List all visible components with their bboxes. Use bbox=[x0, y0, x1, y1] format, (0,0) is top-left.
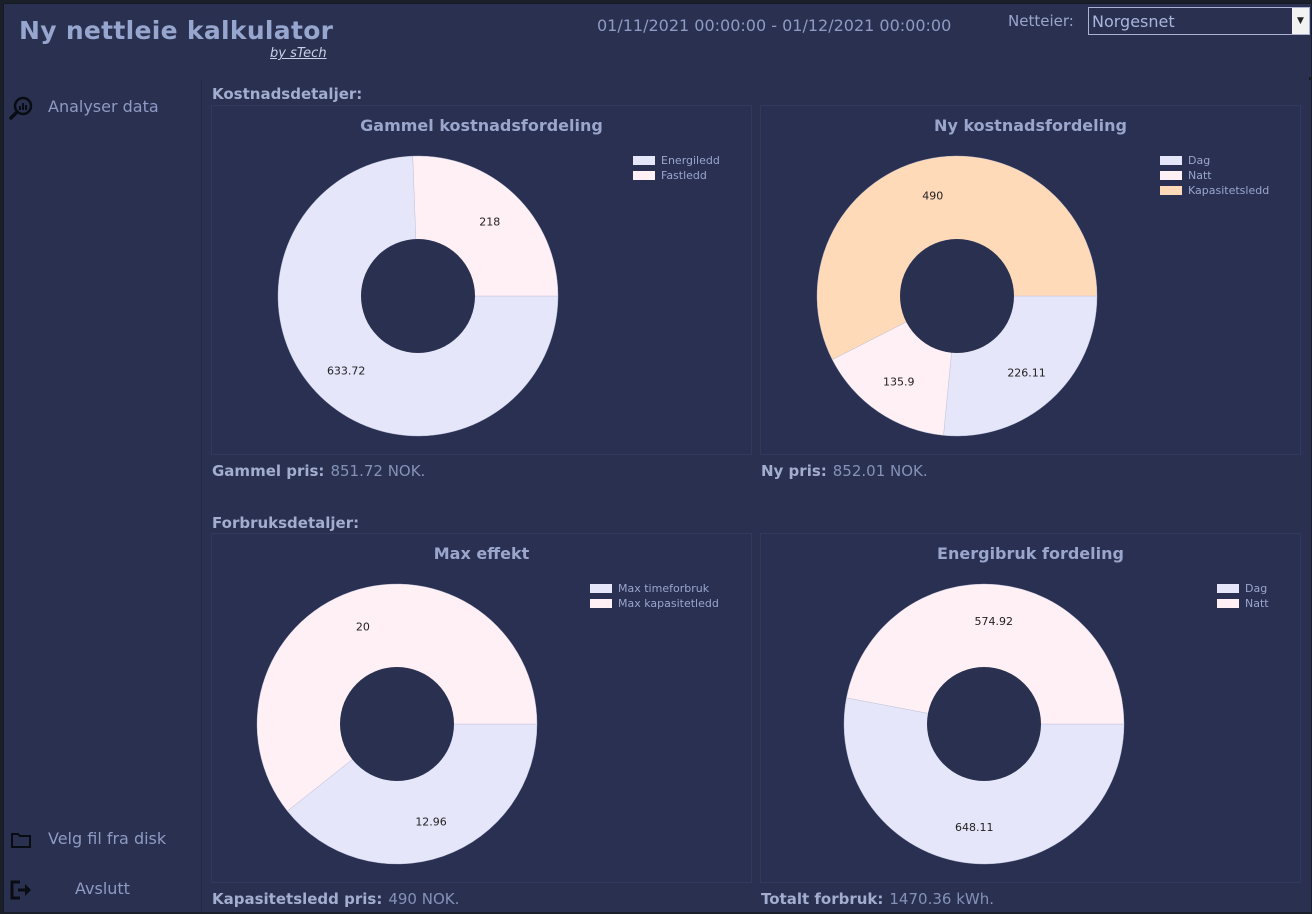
data-label: 218 bbox=[479, 215, 500, 228]
data-label: 490 bbox=[922, 189, 943, 202]
legend-swatch bbox=[590, 599, 612, 608]
app-window: Ny nettleie kalkulator by sTech 01/11/20… bbox=[3, 3, 1311, 912]
donut-hole bbox=[900, 239, 1014, 353]
exit-icon bbox=[10, 880, 31, 900]
legend-label: Natt bbox=[1245, 597, 1269, 610]
legend-swatch bbox=[1160, 171, 1182, 180]
chart-title: Ny kostnadsfordeling bbox=[934, 116, 1127, 135]
data-label: 20 bbox=[356, 620, 370, 633]
legend-item: Max timeforbruk bbox=[590, 581, 719, 596]
legend-swatch bbox=[633, 156, 655, 165]
data-label: 648.11 bbox=[955, 821, 994, 834]
legend-item: Natt bbox=[1160, 168, 1269, 183]
legend-item: Natt bbox=[1217, 596, 1269, 611]
donut-chart-new-cost: 226.11 135.9 490 bbox=[816, 155, 1098, 437]
new-price-summary: Ny pris: 852.01 NOK. bbox=[761, 462, 928, 484]
total-usage-label: Totalt forbruk: bbox=[761, 890, 884, 908]
date-range: 01/11/2021 00:00:00 - 01/12/2021 00:00:0… bbox=[597, 16, 952, 35]
legend-swatch bbox=[633, 171, 655, 180]
chart-title: Max effekt bbox=[433, 544, 530, 563]
sidebar-item-label: Velg fil fra disk bbox=[48, 829, 167, 848]
legend-swatch bbox=[1217, 584, 1239, 593]
capacity-price-summary: Kapasitetsledd pris: 490 NOK. bbox=[212, 890, 459, 912]
legend-swatch bbox=[1160, 156, 1182, 165]
netteier-selected-value: Norgesnet bbox=[1092, 12, 1175, 31]
donut-chart-energibruk: 648.11 574.92 bbox=[843, 583, 1125, 865]
section-title-usage: Forbruksdetaljer: bbox=[212, 514, 360, 532]
legend-label: Energiledd bbox=[661, 154, 720, 167]
chart-title: Energibruk fordeling bbox=[937, 544, 1124, 563]
pie-slice-max-timeforbruk bbox=[287, 723, 538, 865]
legend-swatch bbox=[1217, 599, 1239, 608]
data-label: 12.96 bbox=[415, 816, 447, 829]
donut-hole bbox=[361, 239, 475, 353]
legend-label: Max kapasitetledd bbox=[618, 597, 719, 610]
legend-item: Fastledd bbox=[633, 168, 720, 183]
capacity-price-value: 490 NOK. bbox=[388, 890, 460, 908]
sidebar-item-velg-fil[interactable]: Velg fil fra disk bbox=[4, 822, 202, 856]
data-label: 574.92 bbox=[974, 615, 1013, 628]
sidebar-item-label: Analyser data bbox=[48, 97, 159, 116]
old-price-value: 851.72 NOK. bbox=[330, 462, 426, 480]
dropdown-arrow-icon[interactable]: ▼ bbox=[1292, 8, 1309, 34]
legend-label: Max timeforbruk bbox=[618, 582, 710, 595]
panel-energibruk: Energibruk fordeling Dag Natt 648.11 574.9… bbox=[760, 533, 1301, 883]
capacity-price-label: Kapasitetsledd pris: bbox=[212, 890, 383, 908]
donut-hole bbox=[927, 667, 1041, 781]
legend-label: Dag bbox=[1188, 154, 1211, 167]
old-price-label: Gammel pris: bbox=[212, 462, 325, 480]
legend-item: Max kapasitetledd bbox=[590, 596, 719, 611]
chart-legend: Dag Natt Kapasitetsledd bbox=[1160, 153, 1269, 198]
app-title: Ny nettleie kalkulator bbox=[19, 16, 334, 45]
legend-label: Fastledd bbox=[661, 169, 707, 182]
donut-chart-old-cost: 633.72 218 bbox=[277, 155, 559, 437]
sidebar: Analyser data Velg fil fra disk Avslutt bbox=[4, 80, 202, 912]
legend-item: Energiledd bbox=[633, 153, 720, 168]
panel-max-effekt: Max effekt Max timeforbruk Max kapasitetl… bbox=[211, 533, 752, 883]
legend-label: Dag bbox=[1245, 582, 1268, 595]
chart-title: Gammel kostnadsfordeling bbox=[360, 116, 603, 135]
donut-chart-max-effekt: 12.96 20 bbox=[256, 583, 538, 865]
sidebar-item-avslutt[interactable]: Avslutt bbox=[4, 872, 202, 906]
legend-label: Kapasitetsledd bbox=[1188, 184, 1270, 197]
chart-magnifier-icon bbox=[9, 96, 33, 120]
netteier-select[interactable]: Norgesnet ▼ bbox=[1088, 7, 1310, 35]
donut-hole bbox=[340, 667, 454, 781]
folder-icon bbox=[11, 833, 31, 848]
legend-swatch bbox=[1160, 186, 1182, 195]
chart-legend: Dag Natt bbox=[1217, 581, 1269, 611]
legend-item: Dag bbox=[1160, 153, 1269, 168]
sidebar-item-label: Avslutt bbox=[75, 879, 130, 898]
subtitle-link[interactable]: by sTech bbox=[270, 46, 327, 61]
pie-slice-natt bbox=[846, 583, 1125, 725]
total-usage-summary: Totalt forbruk: 1470.36 kWh. bbox=[761, 890, 994, 912]
new-price-value: 852.01 NOK. bbox=[832, 462, 928, 480]
chart-legend: Max timeforbruk Max kapasitetledd bbox=[590, 581, 719, 611]
legend-label: Natt bbox=[1188, 169, 1212, 182]
data-label: 226.11 bbox=[1007, 367, 1046, 380]
section-title-cost: Kostnadsdetaljer: bbox=[212, 85, 363, 103]
data-label: 135.9 bbox=[883, 376, 915, 389]
legend-swatch bbox=[590, 584, 612, 593]
legend-item: Dag bbox=[1217, 581, 1269, 596]
main-content: Kostnadsdetaljer: Gammel kostnadsfordeli… bbox=[202, 80, 1311, 912]
legend-item: Kapasitetsledd bbox=[1160, 183, 1269, 198]
panel-new-cost: Ny kostnadsfordeling Dag Natt Kapasitetsle… bbox=[760, 105, 1301, 455]
data-label: 633.72 bbox=[327, 365, 366, 378]
total-usage-value: 1470.36 kWh. bbox=[889, 890, 994, 908]
old-price-summary: Gammel pris: 851.72 NOK. bbox=[212, 462, 425, 484]
header: Ny nettleie kalkulator by sTech 01/11/20… bbox=[4, 4, 1311, 77]
netteier-label: Netteier: bbox=[1008, 12, 1074, 30]
new-price-label: Ny pris: bbox=[761, 462, 827, 480]
sidebar-item-analyser-data[interactable]: Analyser data bbox=[4, 90, 202, 124]
panel-old-cost: Gammel kostnadsfordeling Energiledd Fastl… bbox=[211, 105, 752, 455]
chart-legend: Energiledd Fastledd bbox=[633, 153, 720, 183]
